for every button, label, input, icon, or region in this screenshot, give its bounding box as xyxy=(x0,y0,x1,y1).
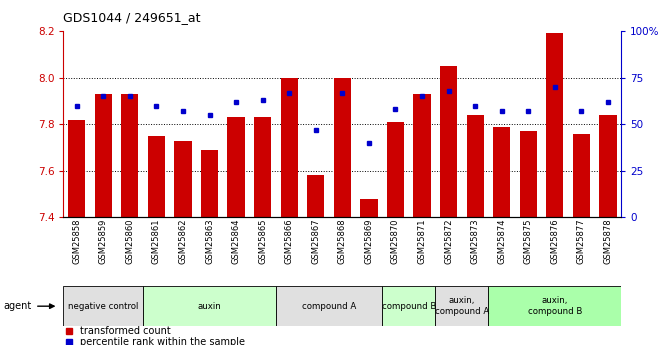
Text: GSM25861: GSM25861 xyxy=(152,218,161,264)
Text: GSM25869: GSM25869 xyxy=(365,218,373,264)
Bar xyxy=(281,78,298,217)
Text: compound A: compound A xyxy=(302,302,356,311)
Bar xyxy=(276,286,382,326)
Text: GSM25873: GSM25873 xyxy=(471,218,480,264)
Text: GDS1044 / 249651_at: GDS1044 / 249651_at xyxy=(63,11,201,24)
Bar xyxy=(488,286,621,326)
Bar xyxy=(254,117,271,217)
Text: GSM25860: GSM25860 xyxy=(126,218,134,264)
Bar xyxy=(228,117,244,217)
Bar xyxy=(121,94,138,217)
Bar xyxy=(436,286,488,326)
Text: GSM25864: GSM25864 xyxy=(232,218,240,264)
Text: GSM25877: GSM25877 xyxy=(577,218,586,264)
Text: auxin: auxin xyxy=(198,302,221,311)
Text: GSM25867: GSM25867 xyxy=(311,218,320,264)
Text: negative control: negative control xyxy=(68,302,138,311)
Bar xyxy=(148,136,165,217)
Text: GSM25862: GSM25862 xyxy=(178,218,188,264)
Bar xyxy=(599,115,617,217)
Text: GSM25874: GSM25874 xyxy=(497,218,506,264)
Text: GSM25868: GSM25868 xyxy=(338,218,347,264)
Bar xyxy=(440,66,457,217)
Text: GSM25878: GSM25878 xyxy=(603,218,613,264)
Bar xyxy=(382,286,436,326)
Bar xyxy=(546,33,564,217)
Text: GSM25865: GSM25865 xyxy=(258,218,267,264)
Text: GSM25871: GSM25871 xyxy=(418,218,427,264)
Text: GSM25858: GSM25858 xyxy=(72,218,81,264)
Bar xyxy=(493,127,510,217)
Bar xyxy=(387,122,404,217)
Text: percentile rank within the sample: percentile rank within the sample xyxy=(80,337,245,345)
Bar xyxy=(174,140,192,217)
Text: GSM25866: GSM25866 xyxy=(285,218,294,264)
Bar xyxy=(143,286,276,326)
Text: GSM25876: GSM25876 xyxy=(550,218,559,264)
Text: transformed count: transformed count xyxy=(80,326,171,336)
Bar xyxy=(466,115,484,217)
Bar xyxy=(334,78,351,217)
Bar xyxy=(413,94,431,217)
Bar xyxy=(63,286,143,326)
Bar xyxy=(572,134,590,217)
Bar xyxy=(307,176,325,217)
Text: GSM25859: GSM25859 xyxy=(99,218,108,264)
Bar xyxy=(95,94,112,217)
Text: compound B: compound B xyxy=(381,302,436,311)
Text: GSM25875: GSM25875 xyxy=(524,218,533,264)
Bar xyxy=(201,150,218,217)
Text: GSM25863: GSM25863 xyxy=(205,218,214,264)
Bar xyxy=(360,199,377,217)
Text: agent: agent xyxy=(3,301,31,311)
Text: auxin,
compound A: auxin, compound A xyxy=(435,296,489,316)
Bar xyxy=(520,131,537,217)
Text: GSM25870: GSM25870 xyxy=(391,218,400,264)
Text: auxin,
compound B: auxin, compound B xyxy=(528,296,582,316)
Text: GSM25872: GSM25872 xyxy=(444,218,453,264)
Bar xyxy=(68,120,86,217)
